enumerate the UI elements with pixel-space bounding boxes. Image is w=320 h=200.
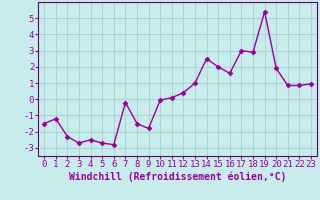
X-axis label: Windchill (Refroidissement éolien,°C): Windchill (Refroidissement éolien,°C) [69, 172, 286, 182]
